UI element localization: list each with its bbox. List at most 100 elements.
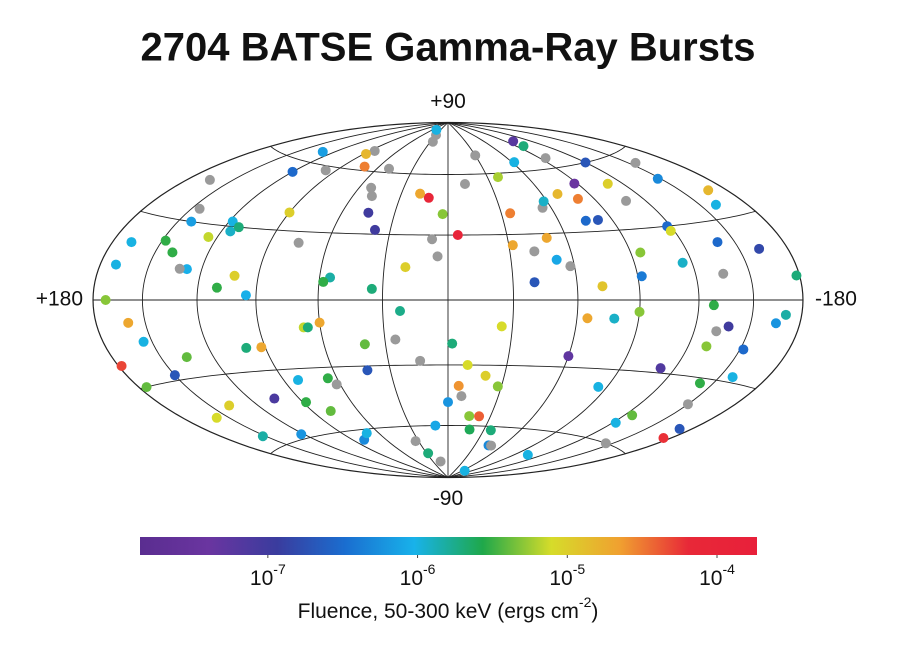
burst — [464, 411, 475, 422]
parallel — [140, 364, 756, 390]
burst — [361, 148, 372, 159]
colorbar-tick-label: 10-6 — [400, 561, 436, 590]
burst — [563, 351, 574, 362]
burst — [541, 232, 552, 243]
burst — [627, 410, 638, 421]
burst — [711, 326, 722, 337]
burst — [447, 338, 458, 349]
burst — [682, 399, 693, 410]
burst — [485, 425, 496, 436]
tick-base: 10 — [250, 567, 273, 590]
burst — [359, 161, 370, 172]
burst — [293, 375, 304, 386]
burst — [301, 397, 312, 408]
burst — [186, 216, 197, 227]
label-main: Fluence, 50-300 keV (ergs cm — [298, 600, 579, 623]
burst — [174, 263, 185, 274]
burst — [727, 372, 738, 383]
burst — [459, 465, 470, 476]
burst — [369, 145, 380, 156]
burst — [410, 436, 421, 447]
burst — [138, 336, 149, 347]
burst — [580, 215, 591, 226]
burst — [181, 264, 192, 275]
burst — [241, 342, 252, 353]
burst — [284, 207, 295, 218]
burst — [677, 257, 688, 268]
burst — [540, 153, 551, 164]
burst — [712, 237, 723, 248]
burst — [602, 178, 613, 189]
burst — [552, 188, 563, 199]
label-exponent: -2 — [579, 594, 592, 610]
colorbar-scale — [140, 537, 757, 555]
burst — [538, 196, 549, 207]
colorbar-tick-label: 10-7 — [250, 561, 286, 590]
burst — [723, 321, 734, 332]
burst — [257, 431, 268, 442]
burst — [194, 203, 205, 214]
tick-exponent: -7 — [273, 561, 286, 577]
burst — [318, 276, 329, 287]
burst — [600, 438, 611, 449]
burst — [572, 193, 583, 204]
burst — [363, 207, 374, 218]
burst — [665, 225, 676, 236]
burst — [658, 433, 669, 444]
burst — [224, 400, 235, 411]
tick-exponent: -5 — [573, 561, 586, 577]
burst — [423, 192, 434, 203]
burst — [453, 380, 464, 391]
burst — [459, 178, 470, 189]
burst — [580, 157, 591, 168]
burst — [507, 240, 518, 251]
burst — [400, 262, 411, 273]
burst — [430, 420, 441, 431]
burst — [592, 214, 603, 225]
burst — [492, 172, 503, 183]
burst — [126, 237, 137, 248]
burst — [582, 313, 593, 324]
burst — [496, 321, 507, 332]
burst — [456, 391, 467, 402]
burst — [529, 277, 540, 288]
burst — [694, 378, 705, 389]
burst — [464, 424, 475, 435]
burst — [754, 243, 765, 254]
burst — [366, 191, 377, 202]
burst — [634, 306, 645, 317]
burst — [204, 174, 215, 185]
burst — [636, 271, 647, 282]
burst — [160, 235, 171, 246]
burst — [169, 370, 180, 381]
burst — [597, 281, 608, 292]
burst — [320, 165, 331, 176]
tick-base: 10 — [400, 567, 423, 590]
burst — [203, 232, 214, 243]
burst — [296, 429, 307, 440]
grid — [92, 121, 804, 479]
burst — [522, 449, 533, 460]
outline — [92, 121, 449, 479]
x-tick-label: -180 — [815, 288, 857, 311]
burst — [505, 208, 516, 219]
burst — [569, 178, 580, 189]
burst — [630, 157, 641, 168]
burst — [233, 222, 244, 233]
y-tick-label: -90 — [433, 487, 463, 510]
burst — [369, 224, 380, 235]
burst — [492, 381, 503, 392]
burst — [710, 199, 721, 210]
burst — [432, 251, 443, 262]
burst — [509, 157, 520, 168]
tick-exponent: -4 — [722, 561, 735, 577]
burst — [435, 456, 446, 467]
burst — [314, 317, 325, 328]
burst — [167, 247, 178, 258]
burst — [116, 360, 127, 371]
colorbar-label: Fluence, 50-300 keV (ergs cm-2) — [298, 594, 599, 623]
burst — [415, 188, 426, 199]
burst — [110, 259, 121, 270]
colorbar-tick-label: 10-5 — [549, 561, 585, 590]
